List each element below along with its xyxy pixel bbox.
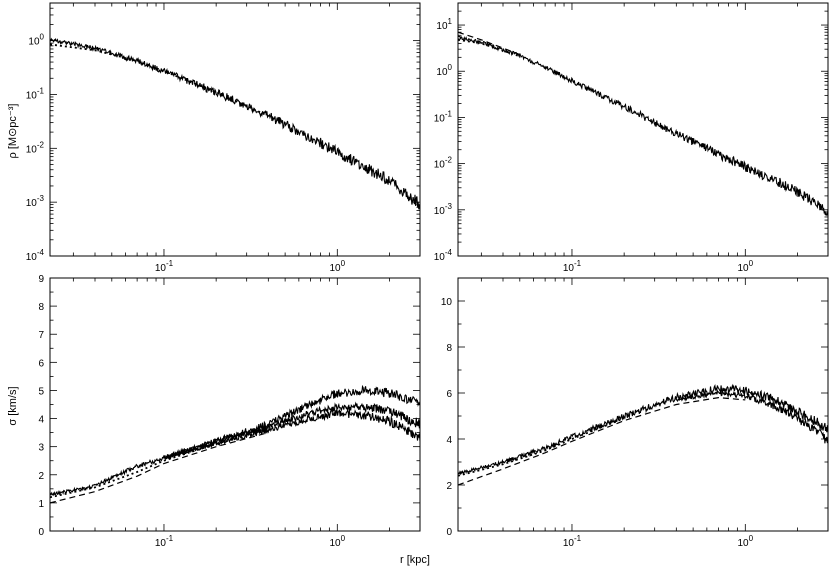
x-tick-label: 100 [738, 534, 754, 549]
y-tick-label: 10-2 [26, 140, 45, 155]
x-tick-label: 100 [738, 259, 754, 274]
series-group [458, 31, 828, 217]
series-line-solid [675, 389, 828, 444]
panel-top-left: 10-1 100 100 10-1 10-2 10-3 10-4 [26, 2, 421, 274]
x-tick-label: 10-1 [155, 534, 174, 549]
y-tick-label: 101 [436, 17, 452, 32]
series-line-dotted [458, 38, 521, 58]
series-line-dashed [50, 432, 269, 504]
panel-top-right: 10-1 100 101 100 10-1 10-2 10-3 10-4 [434, 2, 829, 274]
series-line-solid [458, 383, 828, 476]
ylabel-dispersion: σ [km/s] [7, 386, 19, 425]
series-line-solid [50, 384, 420, 497]
series-line-dashed [458, 31, 521, 56]
y-tick-label: 6 [446, 389, 452, 400]
y-tick-label: 10-1 [26, 86, 45, 101]
series-line-dashed [458, 396, 746, 486]
y-tick-label: 100 [436, 63, 452, 78]
series-line-dotted [50, 43, 269, 117]
ylabel-density: ρ [M⊙pc⁻³] [7, 104, 19, 159]
x-tick-label: 100 [330, 259, 346, 274]
y-tick-label: 0 [38, 527, 44, 538]
y-tick-label: 100 [28, 33, 44, 48]
xlabel-radius: r [kpc] [400, 554, 430, 566]
x-tick-label: 10-1 [155, 259, 174, 274]
panel-frame [457, 277, 829, 532]
x-tick-label: 10-1 [563, 534, 582, 549]
y-tick-label: 10-3 [434, 202, 453, 217]
y-tick-label: 2 [38, 471, 44, 482]
y-tick-label: 10-3 [26, 194, 45, 209]
y-tick-label: 4 [38, 415, 44, 426]
panel-frame [49, 277, 421, 532]
y-tick-label: 3 [38, 443, 44, 454]
x-tick-label: 10-1 [563, 259, 582, 274]
y-tick-label: 1 [38, 499, 44, 510]
panel-frame [457, 2, 829, 257]
y-tick-label: 6 [38, 358, 44, 369]
panel-bottom-right: 10-1 100 0 2 4 6 8 10 [441, 277, 829, 549]
panel-frame [49, 2, 421, 257]
y-tick-label: 10-2 [434, 156, 453, 171]
y-tick-label: 7 [38, 330, 44, 341]
y-tick-label: 0 [446, 527, 452, 538]
y-tick-label: 10-4 [434, 248, 453, 263]
series-line-dotted [50, 428, 269, 499]
series-line-solid [458, 35, 828, 217]
y-tick-label: 10 [441, 297, 453, 308]
series-line-solid [163, 401, 420, 459]
series-group [50, 37, 420, 210]
panel-bottom-left: 10-1 100 0 1 2 3 4 5 6 7 8 9 [38, 274, 421, 549]
x-tick-label: 100 [330, 534, 346, 549]
y-tick-label: 9 [38, 274, 44, 285]
y-tick-label: 10-1 [434, 109, 453, 124]
series-line-dotted [458, 417, 625, 477]
series-group [50, 384, 420, 504]
y-tick-label: 8 [38, 302, 44, 313]
series-group [458, 383, 828, 486]
y-tick-label: 2 [446, 481, 452, 492]
y-tick-label: 5 [38, 386, 44, 397]
y-tick-label: 10-4 [26, 248, 45, 263]
series-line-solid [50, 37, 420, 210]
y-tick-label: 4 [446, 435, 452, 446]
y-tick-label: 8 [446, 343, 452, 354]
